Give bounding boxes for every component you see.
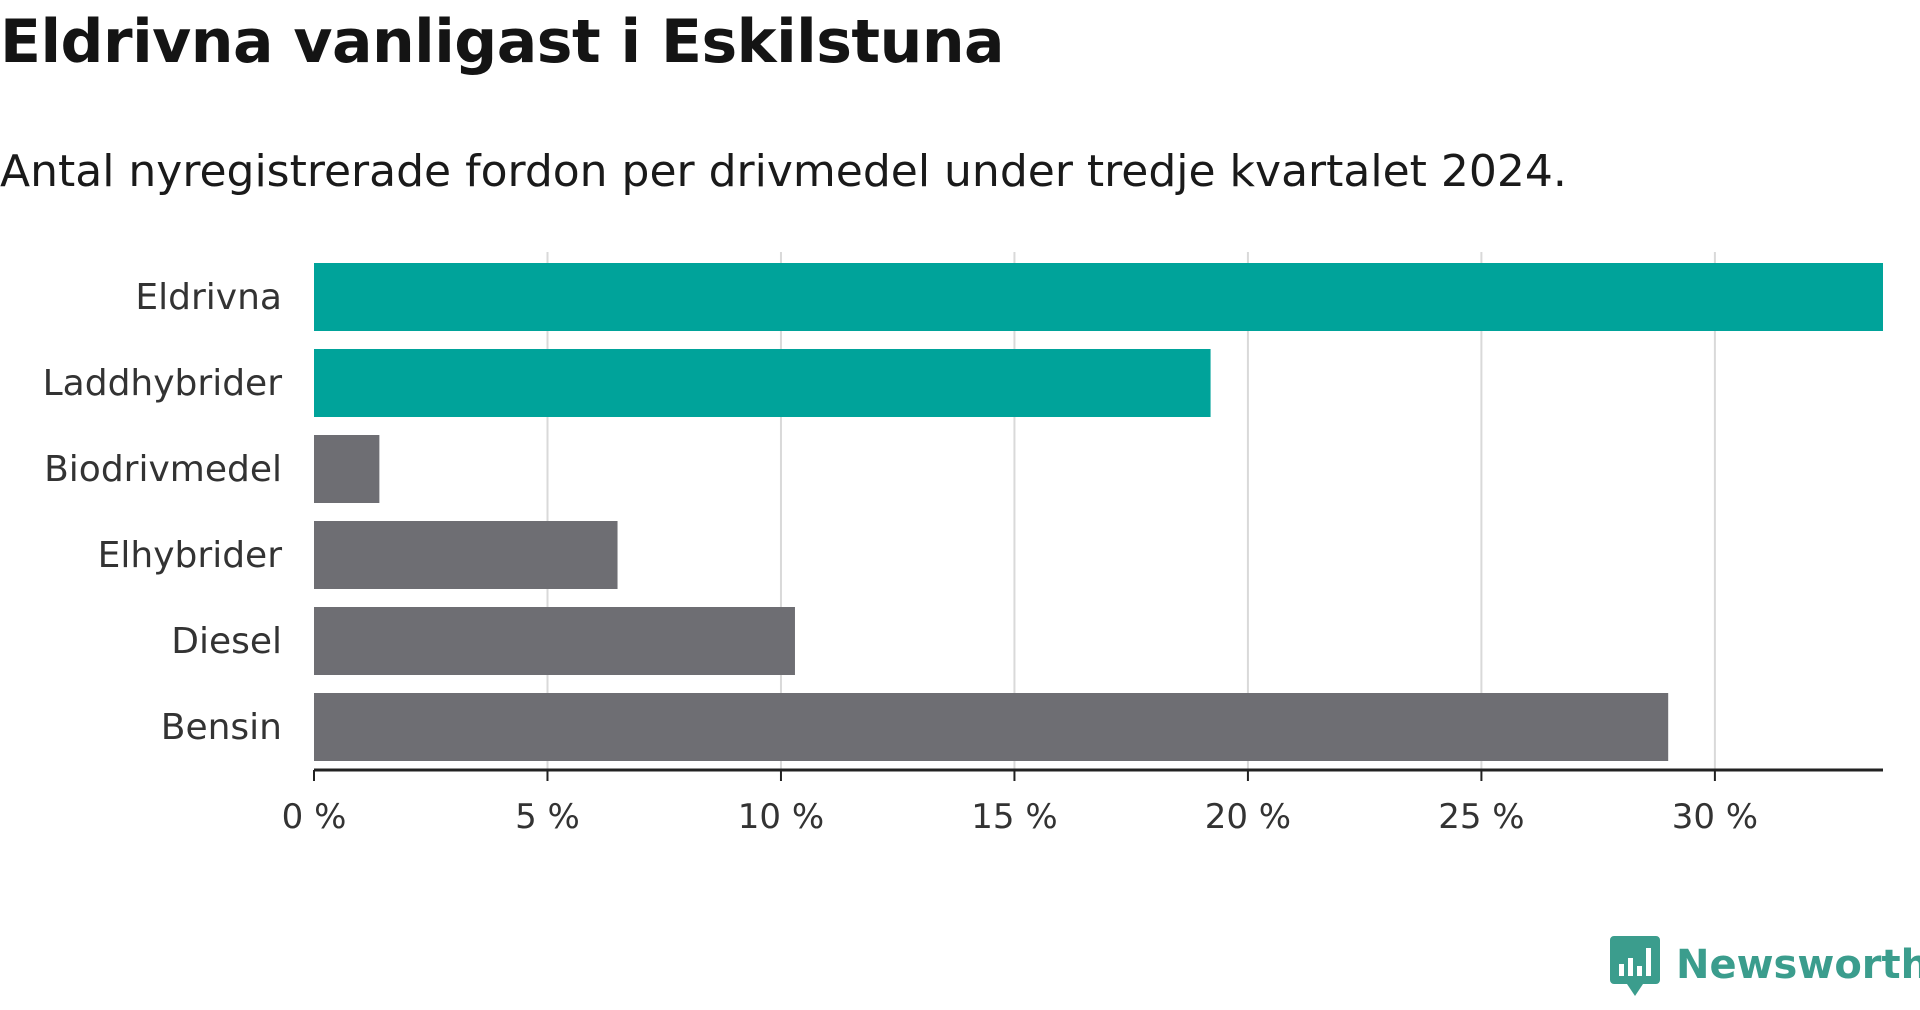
x-tick-label-5: 5 % — [515, 797, 580, 837]
bar-bensin — [314, 693, 1669, 761]
x-axis: 0 % 5 % 10 % 15 % 20 % 25 % 30 % — [282, 768, 1883, 837]
x-tick-label-30: 30 % — [1672, 797, 1758, 837]
bar-diesel — [314, 607, 795, 675]
x-tick-label-0: 0 % — [282, 797, 347, 837]
chart-title: Eldrivna vanligast i Eskilstuna — [0, 7, 1005, 77]
bar-biodrivmedel — [314, 435, 380, 503]
x-tick-label-20: 20 % — [1205, 797, 1291, 837]
newsworthy-logo-icon — [1610, 936, 1660, 996]
bar-elhybrider — [314, 521, 618, 589]
bars — [314, 263, 1883, 761]
brand-logo: Newsworthy — [1610, 936, 1920, 1010]
x-tick-label-10: 10 % — [738, 797, 824, 837]
bar-eldrivna — [314, 263, 1883, 331]
chart-subtitle: Antal nyregistrerade fordon per drivmede… — [0, 146, 1567, 197]
category-label-elhybrider: Elhybrider — [98, 535, 283, 576]
category-label-diesel: Diesel — [171, 621, 282, 662]
category-labels: Eldrivna Laddhybrider Biodrivmedel Elhybrid… — [43, 277, 283, 748]
x-tick-label-25: 25 % — [1438, 797, 1524, 837]
brand-name: Newsworthy — [1676, 942, 1920, 988]
category-label-biodrivmedel: Biodrivmedel — [44, 449, 282, 490]
category-label-eldrivna: Eldrivna — [135, 277, 282, 318]
category-label-bensin: Bensin — [161, 707, 282, 748]
gridlines — [546, 252, 1716, 770]
category-label-laddhybrider: Laddhybrider — [43, 363, 283, 404]
x-tick-label-15: 15 % — [971, 797, 1057, 837]
bar-laddhybrider — [314, 349, 1211, 417]
